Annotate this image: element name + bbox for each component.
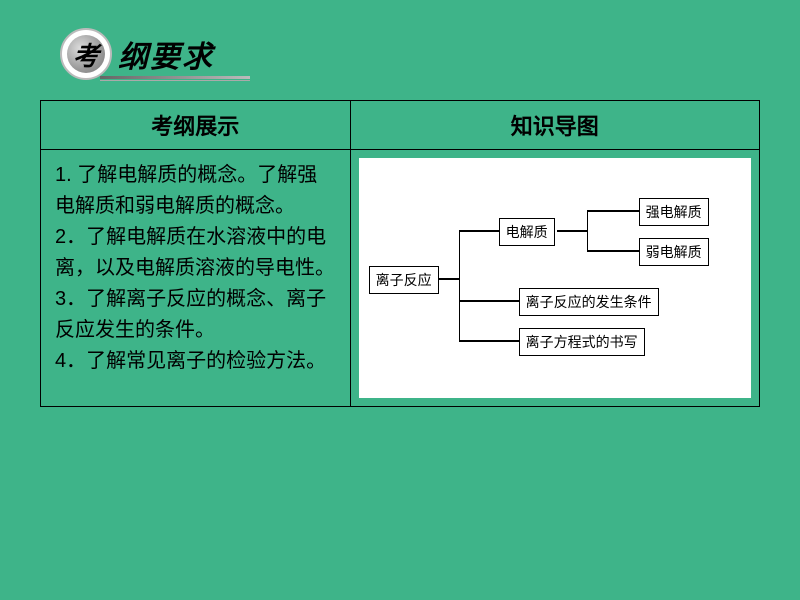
syllabus-cell: 1. 了解电解质的概念。了解强电解质和弱电解质的概念。 2．了解电解质在水溶液中… bbox=[41, 150, 351, 407]
node-child3: 离子方程式的书写 bbox=[519, 328, 645, 356]
node-child1: 电解质 bbox=[499, 218, 555, 246]
badge-char: 考 bbox=[73, 36, 99, 73]
col1-header: 考纲展示 bbox=[41, 101, 351, 150]
header-underline bbox=[100, 76, 250, 79]
node-child2-label: 离子反应的发生条件 bbox=[526, 294, 652, 310]
connector bbox=[459, 230, 461, 340]
header-badge: 考 纲要求 bbox=[60, 28, 214, 80]
connector bbox=[459, 340, 519, 342]
node-root-label: 离子反应 bbox=[376, 272, 432, 288]
node-child1a: 强电解质 bbox=[639, 198, 709, 226]
table-body-row: 1. 了解电解质的概念。了解强电解质和弱电解质的概念。 2．了解电解质在水溶液中… bbox=[41, 150, 760, 407]
header-underline-thin bbox=[100, 80, 250, 81]
node-child1b-label: 弱电解质 bbox=[646, 244, 702, 260]
node-child1b: 弱电解质 bbox=[639, 238, 709, 266]
syllabus-item: 3．了解离子反应的概念、离子反应发生的条件。 bbox=[55, 284, 336, 346]
syllabus-item: 1. 了解电解质的概念。了解强电解质和弱电解质的概念。 bbox=[55, 160, 336, 222]
connector bbox=[557, 230, 587, 232]
connector bbox=[587, 210, 589, 250]
tree-diagram: 离子反应 电解质 强电解质 弱电解质 bbox=[359, 158, 751, 398]
badge-circle-inner: 考 bbox=[67, 35, 105, 73]
connector bbox=[587, 210, 639, 212]
connector bbox=[459, 230, 499, 232]
main-table: 考纲展示 知识导图 1. 了解电解质的概念。了解强电解质和弱电解质的概念。 2．… bbox=[40, 100, 760, 407]
syllabus-item: 4．了解常见离子的检验方法。 bbox=[55, 346, 336, 377]
node-child1-label: 电解质 bbox=[506, 224, 548, 240]
connector bbox=[459, 300, 519, 302]
col2-header: 知识导图 bbox=[350, 101, 759, 150]
diagram-cell: 离子反应 电解质 强电解质 弱电解质 bbox=[350, 150, 759, 407]
connector bbox=[587, 250, 639, 252]
node-child1a-label: 强电解质 bbox=[646, 204, 702, 220]
table-header-row: 考纲展示 知识导图 bbox=[41, 101, 760, 150]
connector bbox=[439, 278, 459, 280]
header-title: 纲要求 bbox=[118, 32, 214, 76]
badge-circle-outer: 考 bbox=[60, 28, 112, 80]
syllabus-item: 2．了解电解质在水溶液中的电离，以及电解质溶液的导电性。 bbox=[55, 222, 336, 284]
node-child3-label: 离子方程式的书写 bbox=[526, 334, 638, 350]
node-root: 离子反应 bbox=[369, 266, 439, 294]
node-child2: 离子反应的发生条件 bbox=[519, 288, 659, 316]
slide-page: 考 纲要求 考纲展示 知识导图 1. 了解电解质的概念。了解强电解质和弱电解质的… bbox=[0, 0, 800, 600]
